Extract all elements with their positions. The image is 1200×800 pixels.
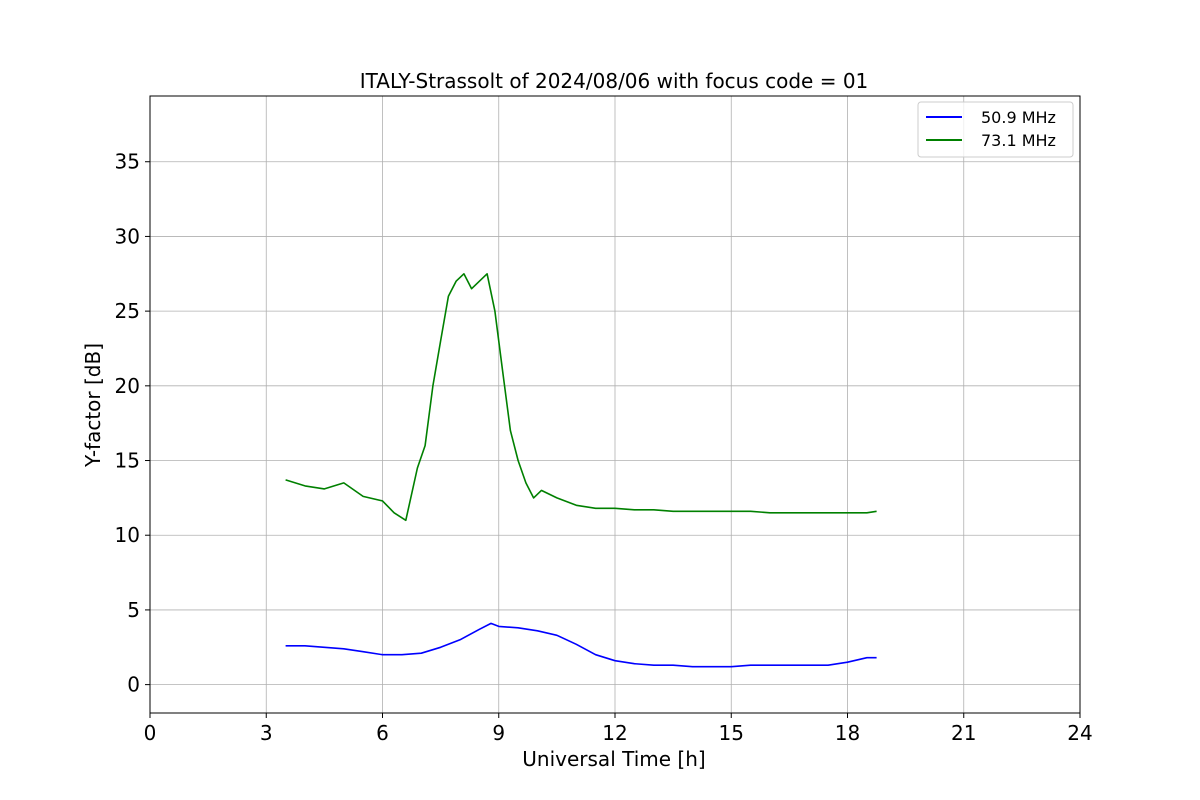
legend-label-50-9-mhz: 50.9 MHz (981, 108, 1056, 127)
legend: 50.9 MHz 73.1 MHz (917, 101, 1074, 158)
x-tick-label: 15 (719, 721, 744, 745)
ticks: 0 3 6 9 12 15 18 21 24 0 5 10 15 20 25 30 35 (115, 150, 1093, 745)
x-axis-label: Universal Time [h] (522, 747, 705, 771)
legend-box (917, 101, 1074, 158)
y-tick-label: 15 (115, 449, 140, 473)
y-tick-label: 30 (115, 224, 140, 248)
y-tick-label: 0 (127, 673, 140, 697)
y-tick-label: 35 (115, 150, 140, 174)
x-tick-label: 6 (376, 721, 389, 745)
y-tick-label: 5 (127, 598, 140, 622)
y-tick-label: 25 (115, 299, 140, 323)
series-layer (285, 272, 877, 668)
series-line-50-9-mhz (285, 622, 877, 668)
chart-title: ITALY-Strassolt of 2024/08/06 with focus… (360, 69, 869, 93)
y-tick-label: 20 (115, 374, 140, 398)
y-tick-label: 10 (115, 523, 140, 547)
x-tick-label: 3 (260, 721, 273, 745)
x-tick-label: 9 (492, 721, 505, 745)
x-tick-label: 21 (951, 721, 976, 745)
x-tick-label: 12 (602, 721, 627, 745)
x-tick-label: 24 (1067, 721, 1092, 745)
x-tick-label: 18 (835, 721, 860, 745)
legend-label-73-1-mhz: 73.1 MHz (981, 131, 1056, 150)
series-line-73-1-mhz (285, 272, 877, 522)
x-tick-label: 0 (144, 721, 157, 745)
y-axis-label: Y-factor [dB] (81, 343, 105, 468)
